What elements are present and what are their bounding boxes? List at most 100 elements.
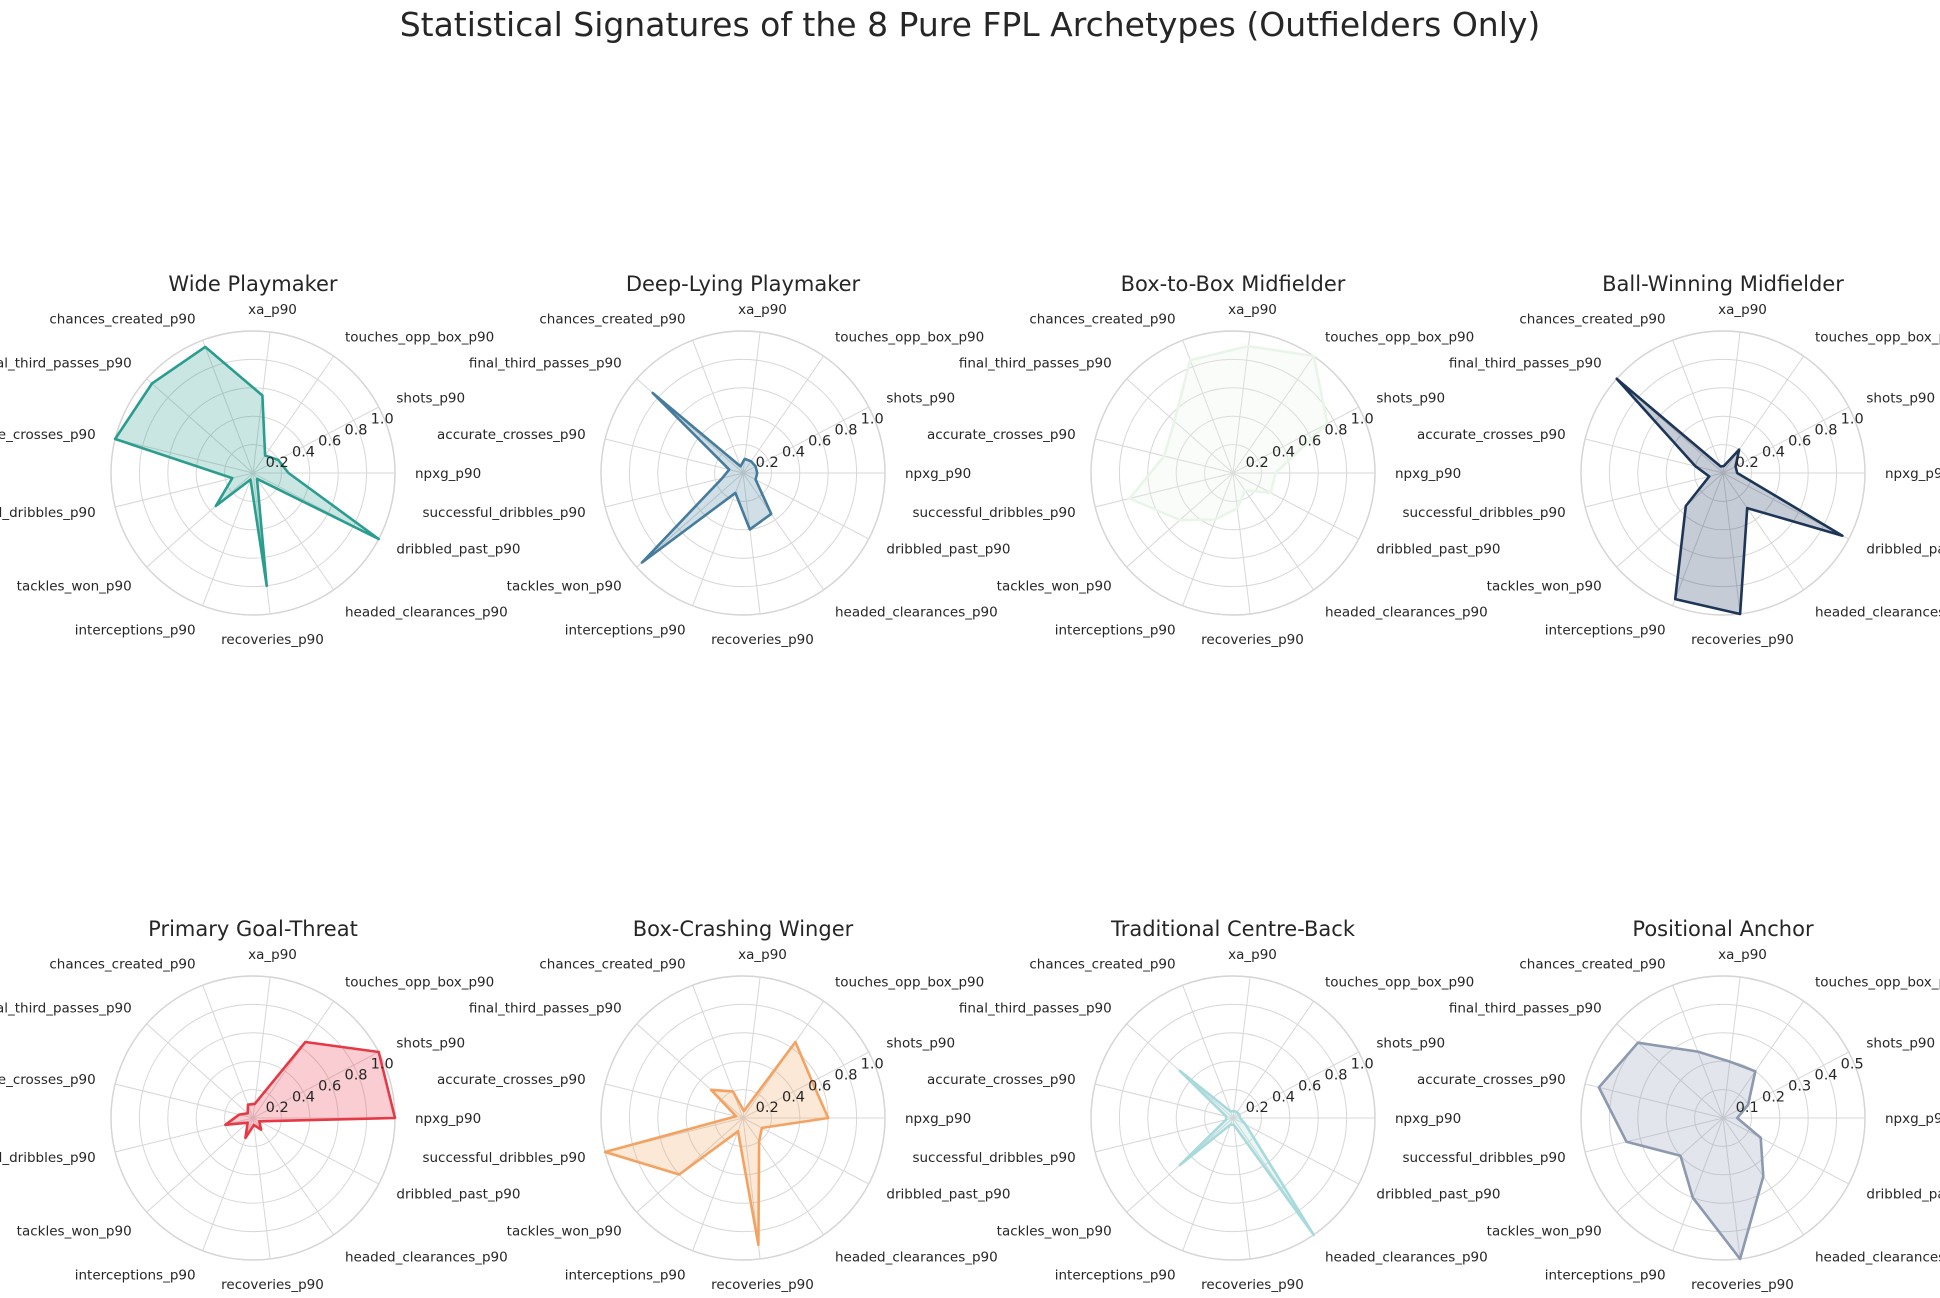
series-area	[1178, 1069, 1315, 1237]
axis-label: xa_p90	[1228, 302, 1277, 318]
radar-spoke	[252, 472, 335, 591]
radar-spoke	[1585, 1083, 1724, 1119]
axis-label: recoveries_p90	[711, 632, 814, 648]
axis-label: shots_p90	[1376, 1036, 1445, 1052]
axis-label: dribbled_past_p90	[1866, 1186, 1940, 1202]
axis-label: final_third_passes_p90	[1449, 356, 1602, 372]
radial-tick-label: 0.6	[808, 433, 831, 449]
axis-label: recoveries_p90	[1691, 632, 1794, 648]
radar-spoke	[252, 1000, 335, 1119]
radial-tick-label: 0.4	[1814, 1068, 1837, 1084]
radar-spoke	[1722, 1051, 1849, 1119]
radar-spoke	[1232, 1051, 1359, 1119]
radial-tick-label: 0.5	[1841, 1057, 1864, 1073]
radial-tick-label: 0.4	[782, 444, 805, 460]
series-area	[1597, 1041, 1765, 1261]
axis-label: chances_created_p90	[1519, 312, 1665, 328]
panel-title: Primary Goal-Threat	[148, 917, 358, 941]
axis-label: chances_created_p90	[539, 957, 685, 973]
axis-label: xa_p90	[1228, 947, 1277, 963]
series-area	[603, 1040, 830, 1247]
axis-label: final_third_passes_p90	[959, 356, 1112, 372]
radial-tick-label: 0.2	[266, 1100, 289, 1116]
radar-spoke	[1672, 1117, 1724, 1251]
axis-label: headed_clearances_p90	[345, 1249, 508, 1265]
axis-label: final_third_passes_p90	[0, 356, 132, 372]
axis-label: interceptions_p90	[1055, 1268, 1176, 1284]
axis-label: xa_p90	[738, 947, 787, 963]
axis-label: successful_dribbles_p90	[0, 505, 96, 521]
radar-spoke	[252, 1117, 335, 1236]
radial-tick-label: 0.2	[1246, 455, 1269, 471]
radar-panel: 0.20.40.60.81.0 npxg_p90 shots_p90 touches_…	[422, 917, 1010, 1293]
radar-spoke	[605, 438, 744, 474]
axis-label: npxg_p90	[905, 466, 971, 482]
axis-label: tackles_won_p90	[1487, 1223, 1602, 1239]
radial-tick-label: 0.6	[1298, 433, 1321, 449]
radar-spoke	[1126, 378, 1234, 474]
radar-spoke	[202, 985, 254, 1119]
axis-label: tackles_won_p90	[17, 578, 132, 594]
radar-panel: 0.20.40.60.81.0 npxg_p90 shots_p90 touches_…	[1402, 272, 1940, 648]
radar-spoke	[1232, 1117, 1359, 1185]
panel-title: Traditional Centre-Back	[1110, 917, 1356, 941]
radar-spoke	[1182, 472, 1234, 606]
radial-tick-label: 0.8	[1324, 423, 1347, 439]
axis-label: npxg_p90	[905, 1111, 971, 1127]
axis-label: touches_opp_box_p90	[345, 975, 494, 991]
axis-label: final_third_passes_p90	[1449, 1001, 1602, 1017]
radial-tick-label: 0.6	[1788, 433, 1811, 449]
axis-label: headed_clearances_p90	[1815, 604, 1940, 620]
axis-label: npxg_p90	[1885, 1111, 1940, 1127]
radial-tick-label: 0.2	[266, 455, 289, 471]
series-area	[1615, 377, 1844, 616]
radar-spoke	[1722, 406, 1849, 474]
axis-label: headed_clearances_p90	[835, 1249, 998, 1265]
radar-spoke	[1182, 985, 1234, 1119]
radar-spoke	[1232, 472, 1251, 615]
radar-panel: 0.20.40.60.81.0 npxg_p90 shots_p90 touches_…	[912, 917, 1500, 1293]
radar-spoke	[1232, 472, 1359, 540]
axis-label: dribbled_past_p90	[886, 1186, 1010, 1202]
radar-spoke	[1722, 1117, 1849, 1185]
axis-label: recoveries_p90	[711, 1277, 814, 1293]
radar-spoke	[1616, 472, 1724, 568]
radar-spoke	[605, 1083, 744, 1119]
radial-tick-label: 1.0	[1841, 412, 1864, 428]
panel-title: Box-Crashing Winger	[633, 917, 854, 941]
radar-spoke	[1232, 355, 1315, 474]
radial-tick-label: 0.4	[782, 1089, 805, 1105]
radar-spoke	[1232, 406, 1359, 474]
axis-label: accurate_crosses_p90	[0, 427, 96, 443]
radial-tick-label: 1.0	[1351, 412, 1374, 428]
radar-spoke	[742, 472, 869, 540]
radar-spoke	[202, 340, 254, 474]
axis-label: accurate_crosses_p90	[927, 427, 1076, 443]
radar-spoke	[692, 1117, 744, 1251]
radar-spoke	[1616, 1023, 1724, 1119]
radial-tick-label: 0.8	[344, 423, 367, 439]
axis-label: interceptions_p90	[565, 1268, 686, 1284]
panel-title: Deep-Lying Playmaker	[626, 272, 861, 296]
radar-spoke	[692, 472, 744, 606]
radial-tick-label: 0.3	[1788, 1078, 1811, 1094]
axis-label: touches_opp_box_p90	[345, 330, 494, 346]
radial-tick-label: 0.2	[756, 1100, 779, 1116]
radial-tick-label: 1.0	[371, 412, 394, 428]
radar-panel: 0.10.20.30.40.5 npxg_p90 shots_p90 touches_…	[1402, 917, 1940, 1293]
radar-spoke	[146, 1023, 254, 1119]
radar-spoke	[692, 340, 744, 474]
radar-spoke	[1616, 1117, 1724, 1213]
axis-label: tackles_won_p90	[1487, 578, 1602, 594]
radar-panel: 0.20.40.60.81.0 npxg_p90 shots_p90 touches_…	[0, 917, 520, 1293]
radar-spoke	[742, 355, 825, 474]
radar-spoke	[1095, 1083, 1234, 1119]
radial-tick-label: 0.6	[318, 1078, 341, 1094]
axis-label: accurate_crosses_p90	[437, 427, 586, 443]
axis-label: xa_p90	[738, 302, 787, 318]
axis-label: npxg_p90	[415, 1111, 481, 1127]
axis-label: xa_p90	[1718, 947, 1767, 963]
axis-label: dribbled_past_p90	[1866, 541, 1940, 557]
axis-label: final_third_passes_p90	[0, 1001, 132, 1017]
radial-tick-label: 0.2	[1762, 1089, 1785, 1105]
